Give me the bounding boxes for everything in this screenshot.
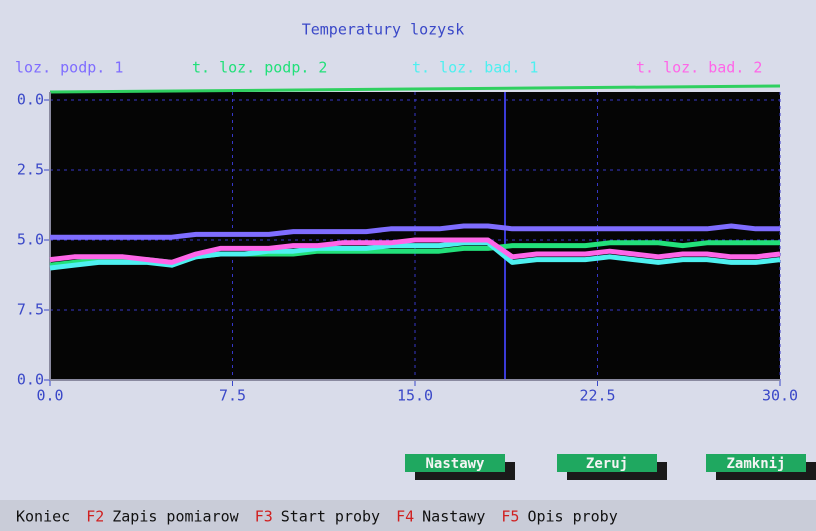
button-label[interactable]: Zamknij [726,456,785,472]
footer-label[interactable]: Nastawy [422,508,485,526]
footer-label[interactable]: Zapis pomiarow [112,508,239,526]
series-line [49,237,781,265]
y-tick-label: 7.5 [17,301,44,319]
y-tick-label: 5.0 [17,231,44,249]
legend-label: t. loz. bad. 2 [636,59,762,77]
button[interactable] [706,454,806,472]
footer-key: F5 [501,508,519,526]
footer-key: F3 [255,508,273,526]
x-tick-label: 7.5 [219,387,246,405]
footer-label[interactable]: Start proby [281,508,380,526]
y-tick-label: 0.0 [17,371,44,389]
footer-label[interactable]: Koniec [16,508,70,526]
button-label[interactable]: Zeruj [586,456,628,472]
footer-label[interactable]: Opis proby [527,508,617,526]
y-tick-label: 0.0 [17,91,44,109]
legend-label: t. loz. bad. 1 [412,59,538,77]
x-tick-label: 0.0 [36,387,63,405]
series-line [49,240,781,271]
button[interactable] [557,454,657,472]
button-label[interactable]: Nastawy [425,456,485,472]
button[interactable] [405,454,505,472]
y-tick-label: 2.5 [17,161,44,179]
footer-bar [0,500,816,531]
series-line [50,223,780,240]
x-tick-label: 15.0 [397,387,433,405]
footer-key: F4 [396,508,414,526]
footer-key: F2 [86,508,104,526]
legend-label: t. loz. podp. 2 [192,59,327,77]
x-tick-label: 22.5 [579,387,615,405]
chart-title: Temperatury lozysk [302,21,465,39]
x-tick-label: 30.0 [762,387,798,405]
legend-label: loz. podp. 1 [15,59,123,77]
plot-top-border [49,84,781,94]
